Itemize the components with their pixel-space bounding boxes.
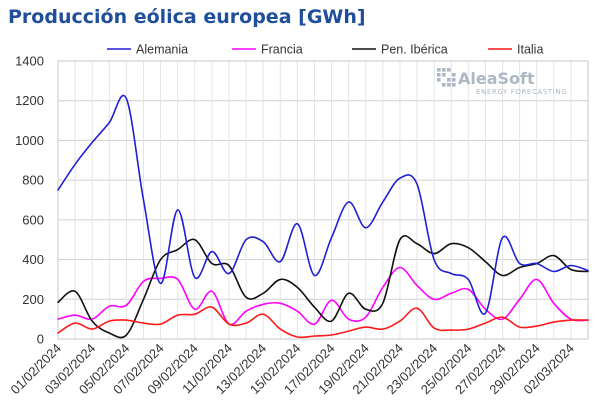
logo-dot — [452, 78, 456, 82]
logo-dot — [452, 73, 456, 77]
legend-label: Italia — [517, 43, 543, 57]
logo-dot — [442, 68, 446, 72]
series-line-alemania — [57, 94, 589, 315]
legend-label: Alemania — [136, 43, 188, 57]
logo-dot — [437, 78, 441, 82]
series-line-italia — [57, 306, 589, 339]
logo-dot — [452, 83, 456, 87]
legend-label: Pen. Ibérica — [381, 43, 448, 57]
logo-dot — [442, 73, 446, 77]
y-tick-label: 800 — [22, 173, 44, 188]
logo-tagline: ENERGY FORECASTING — [476, 88, 567, 96]
logo-dot — [437, 73, 441, 77]
series-line-pen-ib-rica — [57, 235, 589, 339]
y-tick-label: 200 — [22, 292, 44, 307]
logo-dot — [442, 83, 446, 87]
y-tick-label: 400 — [22, 252, 44, 267]
logo-dot — [447, 83, 451, 87]
logo-name: AleaSoft — [458, 69, 535, 88]
series-line-francia — [57, 266, 589, 326]
plot-area — [57, 60, 589, 340]
y-tick-label: 1200 — [15, 93, 44, 108]
logo-dot — [437, 68, 441, 72]
chart-title: Producción eólica europea [GWh] — [8, 6, 366, 28]
y-tick-label: 1400 — [15, 54, 44, 69]
legend-label: Francia — [261, 43, 303, 57]
logo-dot — [447, 78, 451, 82]
logo-dot — [447, 68, 451, 72]
y-tick-label: 600 — [22, 212, 44, 227]
y-tick-label: 1000 — [15, 133, 44, 148]
y-tick-label: 0 — [37, 332, 44, 347]
